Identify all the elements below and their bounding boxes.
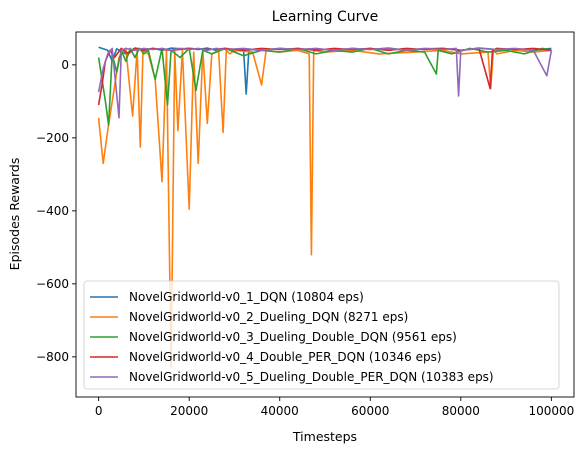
plot-frame (75, 31, 575, 398)
legend-box (83, 280, 560, 390)
legend-label-4: NovelGridworld-v0_4_Double_PER_DQN (1034… (129, 350, 442, 364)
series-line-3 (97, 47, 552, 126)
x-tick-label: 80000 (442, 404, 480, 418)
series-line-5 (97, 47, 553, 119)
y-tick-label: −200 (36, 131, 69, 145)
x-tick-label: 100000 (528, 404, 574, 418)
series-layer (97, 46, 553, 369)
legend-label-3: NovelGridworld-v0_3_Dueling_Double_DQN (… (129, 330, 457, 344)
chart-title: Learning Curve (272, 9, 379, 25)
x-axis-label: Timesteps (292, 429, 357, 444)
axes: 0 20000 40000 60000 80000 100000 −800 −600 −400 −… (36, 58, 574, 418)
y-tick-label: 0 (61, 58, 69, 72)
legend: NovelGridworld-v0_1_DQN (10804 eps) Novel… (83, 280, 560, 390)
legend-label-5: NovelGridworld-v0_5_Dueling_Double_PER_D… (129, 370, 494, 384)
legend-label-2: NovelGridworld-v0_2_Dueling_DQN (8271 ep… (129, 310, 408, 324)
y-tick-label: −400 (36, 204, 69, 218)
x-tick-label: 20000 (170, 404, 208, 418)
y-axis-label: Episodes Rewards (7, 158, 22, 271)
y-tick-label: −600 (36, 277, 69, 291)
x-tick-label: 0 (95, 404, 103, 418)
x-tick-label: 40000 (261, 404, 299, 418)
y-tick-label: −800 (36, 350, 69, 364)
legend-label-1: NovelGridworld-v0_1_DQN (10804 eps) (129, 290, 364, 304)
x-tick-label: 60000 (351, 404, 389, 418)
